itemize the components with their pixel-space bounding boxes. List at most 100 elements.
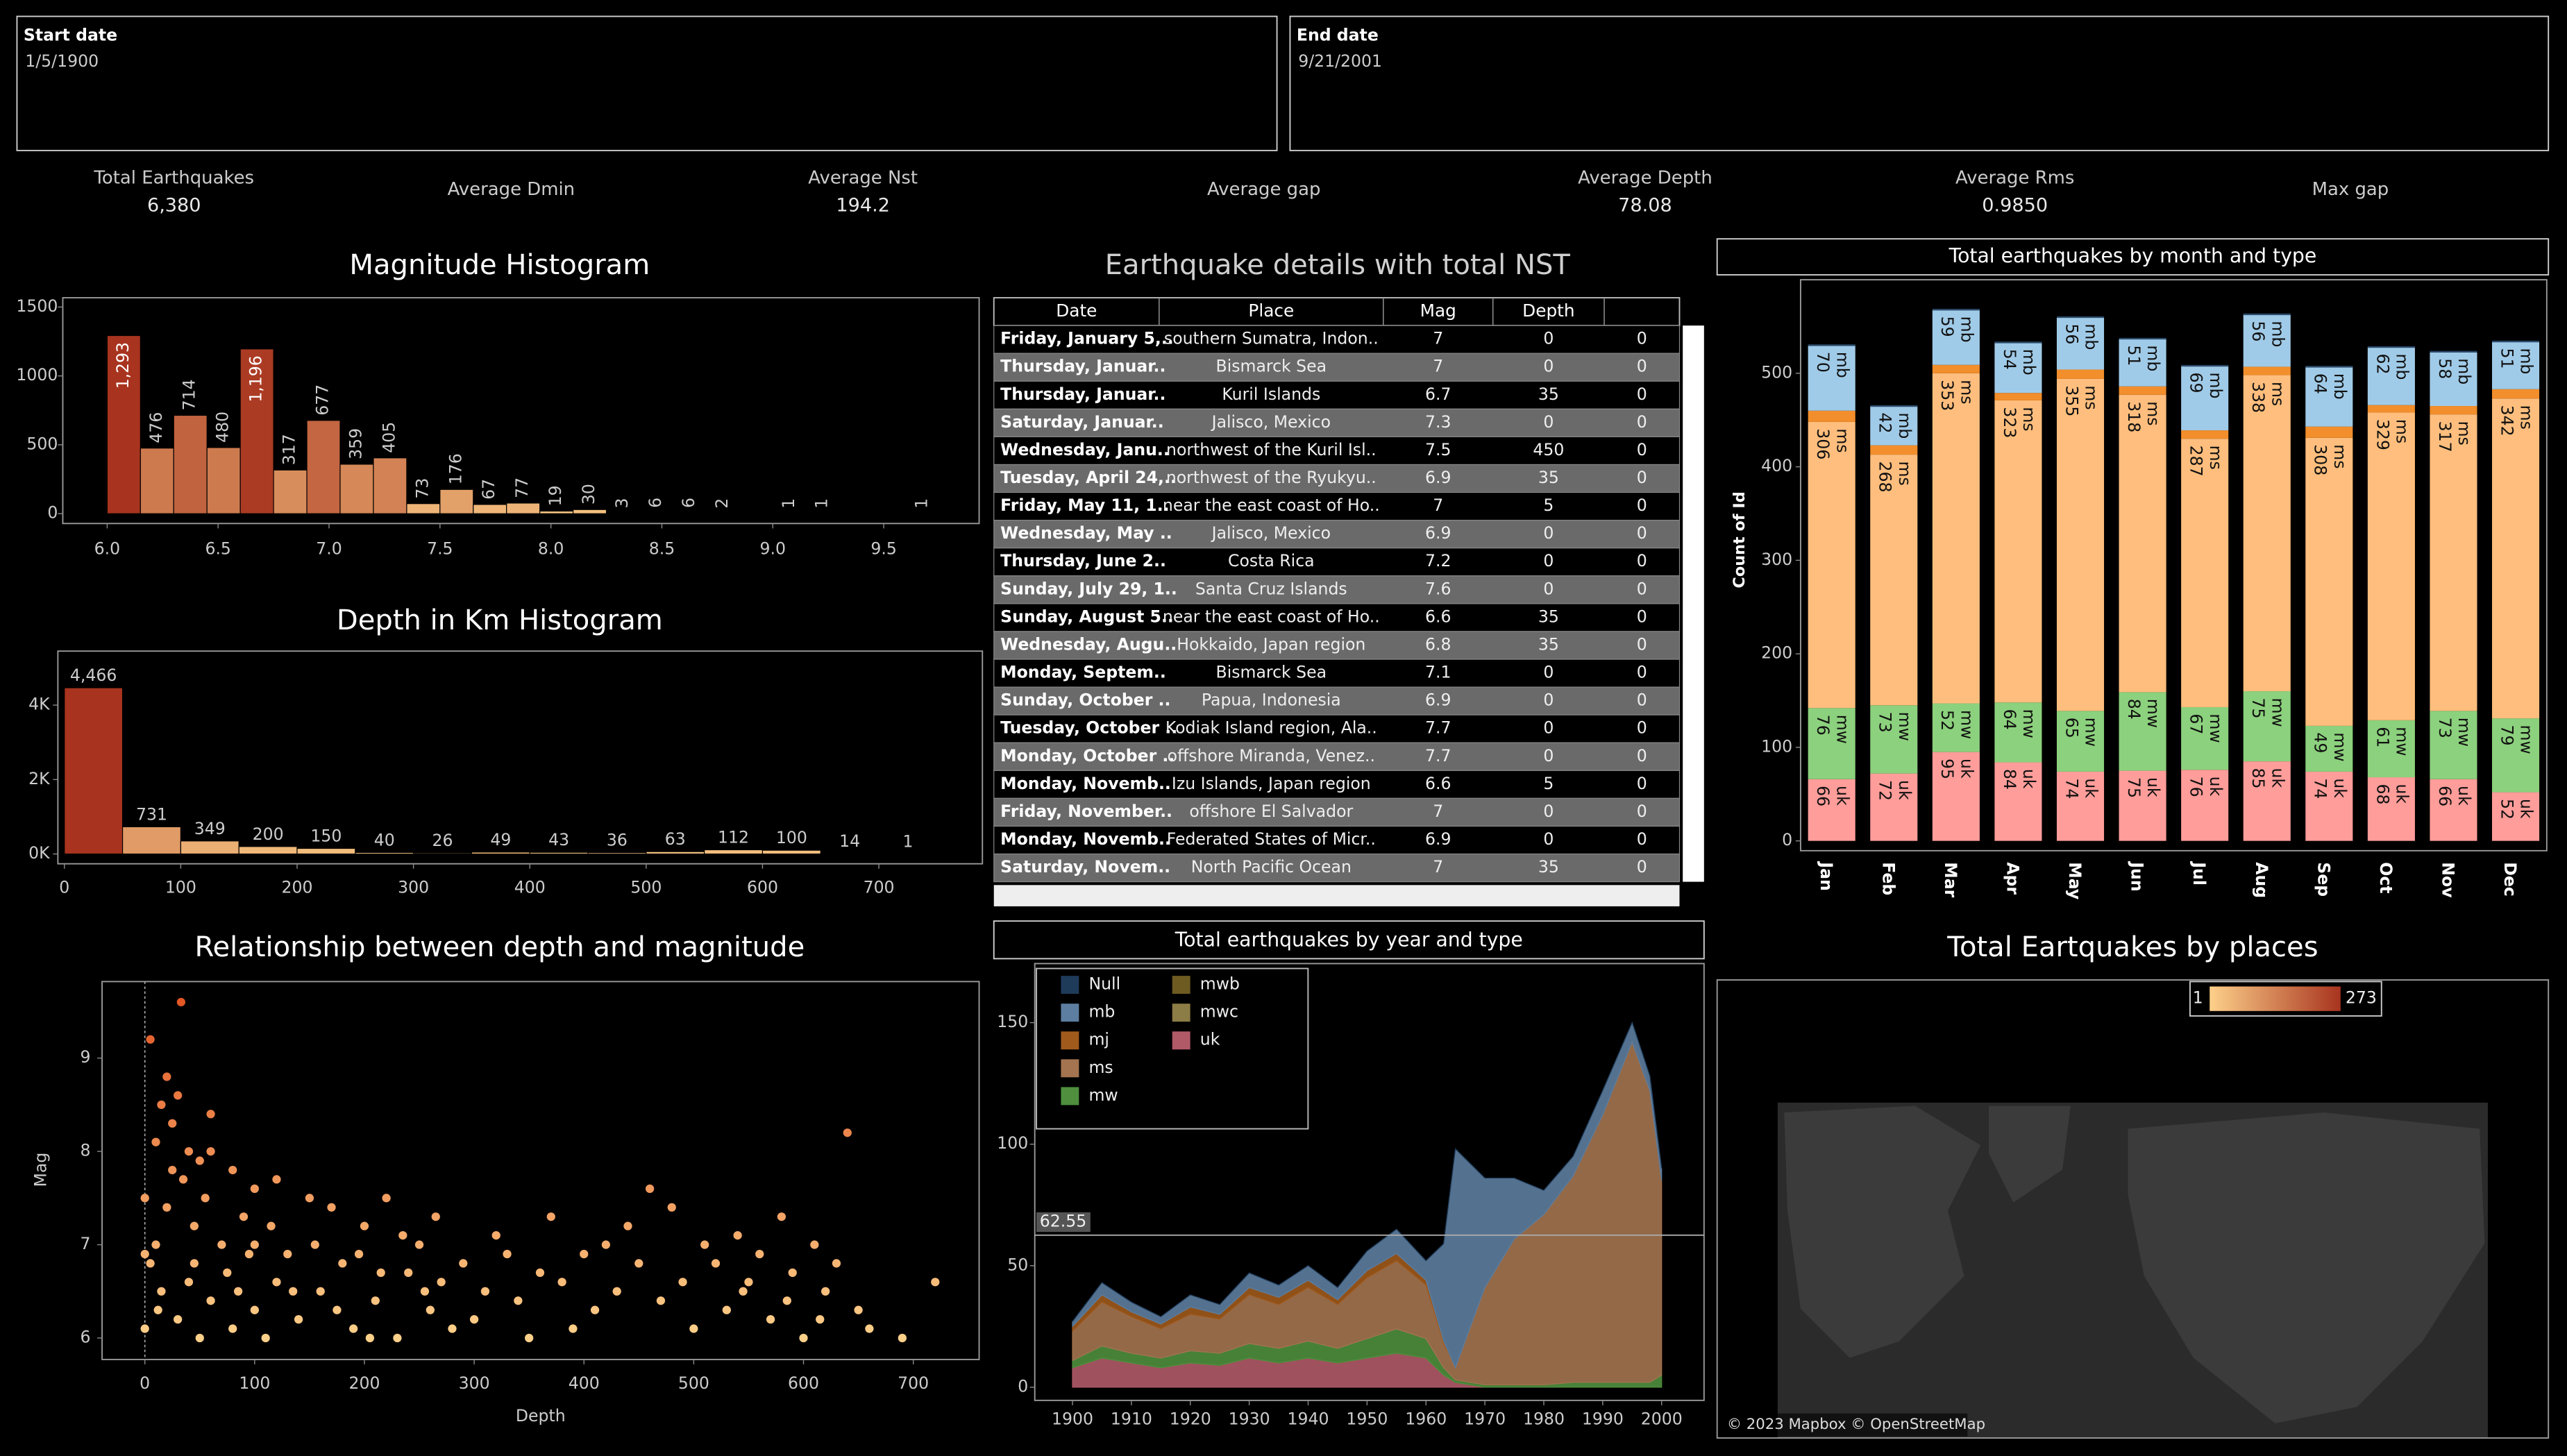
x-tick-label: 9.5 [870,539,896,559]
bar [306,420,341,514]
segment-name: ms [2517,405,2536,430]
bar-segment [2305,426,2353,438]
bar-segment [2430,711,2477,779]
point [431,1212,440,1221]
table-cell: Tuesday, April 24,.. [1000,468,1177,487]
y-axis-label: Mag [31,1153,50,1187]
legend-label: mw [1088,1085,1118,1105]
data-label: 52 [1937,710,1957,731]
table-cell: Monday, October .. [1000,746,1175,765]
bar-segment [2367,720,2415,778]
data-label: 353 [1937,380,1957,411]
point [437,1278,446,1287]
point [178,1175,188,1184]
table-cell: 0 [1637,329,1647,348]
table-cell: 0 [1637,829,1647,849]
data-label: 6 [679,498,698,508]
table-cell: 6.9 [1425,691,1451,710]
segment-name: ms [1833,428,1852,452]
x-tick-label: 0 [140,1373,150,1393]
legend-label: mwc [1200,1002,1238,1022]
bar-segment [1994,702,2042,763]
point [376,1268,385,1278]
x-tick-label: 600 [788,1373,819,1393]
table-row [993,325,1681,354]
data-label: 42 [1876,412,1895,433]
point [261,1333,270,1343]
data-label: 69 [2187,373,2206,393]
table-cell: 0 [1637,718,1647,738]
bar-segment [2367,412,2415,720]
bar-segment [2305,725,2353,772]
table-cell: 0 [1543,829,1554,849]
data-label: 36 [607,831,628,850]
map-base [1777,1102,2488,1439]
point [503,1249,512,1259]
segment-name: ms [2019,407,2039,431]
legend-swatch [1061,1059,1079,1078]
column-header: Depth [1522,300,1574,321]
point [151,1137,160,1146]
data-label: 73 [1876,712,1895,733]
data-label: 54 [2000,349,2019,370]
table-cell: Tuesday, October .. [1000,718,1177,738]
table-cell: Hokkaido, Japan region [1177,634,1365,654]
table-cell: 0 [1543,579,1554,598]
data-label: 75 [2248,697,2268,718]
table-cell: 0 [1637,412,1647,432]
bar [506,502,541,514]
point [557,1278,566,1287]
data-label: 67 [479,479,498,500]
data-label: 4,466 [70,666,117,685]
y-tick-label: 0K [28,843,50,863]
filter-label: Start date [24,25,117,44]
segment-name: ms [2082,385,2101,409]
table-row [993,464,1681,493]
filter-value: 1/5/1900 [25,51,99,71]
point [491,1230,500,1240]
x-tick-label: 1970 [1464,1410,1506,1429]
map-frame [1716,979,2550,1439]
point [821,1287,830,1296]
table-cell: 35 [1538,857,1559,877]
point [310,1240,319,1249]
table-cell: 0 [1637,634,1647,654]
data-label: 56 [2248,321,2268,341]
bar [180,840,239,855]
data-label: 306 [1813,428,1833,459]
bar-segment [1808,779,1855,841]
point [283,1249,292,1259]
data-label: 56 [2062,323,2081,344]
legend-swatch [1172,976,1190,994]
table-cell: 7.7 [1425,718,1451,738]
bar-segment [1870,445,1918,455]
x-tick-label: Apr [2003,862,2022,895]
data-label: 85 [2248,768,2268,789]
x-tick-label: 400 [514,878,546,897]
land [1784,1106,1981,1358]
y-tick-label: 500 [1761,362,1792,382]
segment-name: ms [2330,444,2350,468]
table-cell: 0 [1637,440,1647,459]
segment-name: ms [2206,446,2225,470]
y-tick-label: 6 [81,1327,91,1346]
table-cell: Izu Islands, Japan region [1172,774,1371,793]
table-cell: 7 [1433,802,1443,821]
x-tick-label: Mar [1941,862,1960,897]
x-tick-label: May [2065,862,2085,899]
point [733,1230,742,1240]
segment-name: uk [1833,786,1852,806]
bar [373,457,407,514]
y-axis-label: Count of Id [1731,491,1749,588]
bar-segment [2367,405,2415,413]
data-label: 714 [180,379,199,410]
table-cell: 35 [1538,607,1559,626]
plot-frame [1799,279,2548,852]
table-row [993,436,1681,466]
point [843,1128,852,1137]
data-label: 74 [2062,778,2081,799]
legend-label: uk [1200,1030,1220,1049]
segment-name: mb [2082,323,2101,350]
legend-swatch [1061,976,1079,994]
plot-frame [1034,963,1705,1401]
